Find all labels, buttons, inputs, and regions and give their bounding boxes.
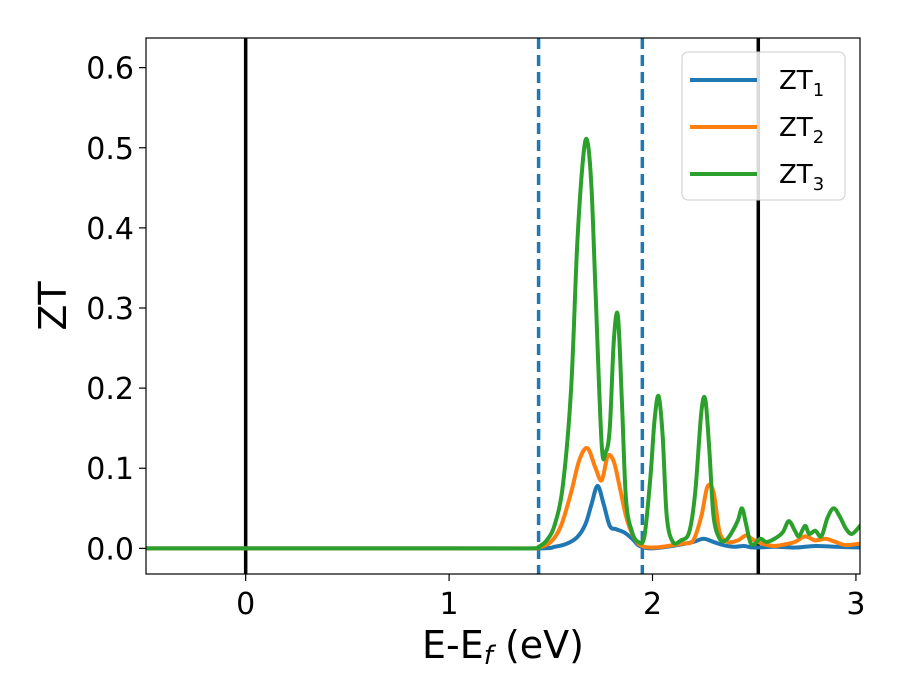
- legend-box: [681, 51, 846, 201]
- x-tick-label-1: 1: [440, 587, 459, 622]
- y-tick-label-1: 0.1: [86, 452, 134, 487]
- series-line-zt3: [146, 136, 860, 551]
- x-axis-title: E-Ef (eV): [422, 623, 584, 671]
- series-lines: [146, 136, 860, 551]
- axis-ticks: 0 1 2 3 0.0 0.1 0.2 0.3 0.4 0.5 0.6: [86, 52, 865, 622]
- y-tick-label-3: 0.3: [86, 292, 134, 327]
- y-tick-label-6: 0.6: [86, 52, 134, 87]
- y-tick-label-5: 0.5: [86, 132, 134, 167]
- series-line-zt2: [146, 446, 860, 551]
- plot-frame: [145, 37, 861, 575]
- legend-label-zt1: ZT1: [779, 66, 824, 101]
- reference-lines: [243, 38, 761, 574]
- x-tick-label-3: 3: [846, 587, 865, 622]
- y-tick-label-0: 0.0: [86, 532, 134, 567]
- x-tick-label-2: 2: [643, 587, 662, 622]
- y-tick-label-2: 0.2: [86, 372, 134, 407]
- x-axis-title-main: E-E: [422, 623, 484, 667]
- legend: ZT1 ZT2 ZT3: [681, 51, 846, 201]
- y-tick-label-4: 0.4: [86, 212, 134, 247]
- y-axis-title: ZT: [31, 281, 75, 331]
- x-axis-title-unit: (eV): [493, 623, 584, 667]
- legend-label-zt3: ZT3: [779, 160, 824, 195]
- legend-label-zt2: ZT2: [779, 113, 824, 148]
- x-tick-label-0: 0: [236, 587, 255, 622]
